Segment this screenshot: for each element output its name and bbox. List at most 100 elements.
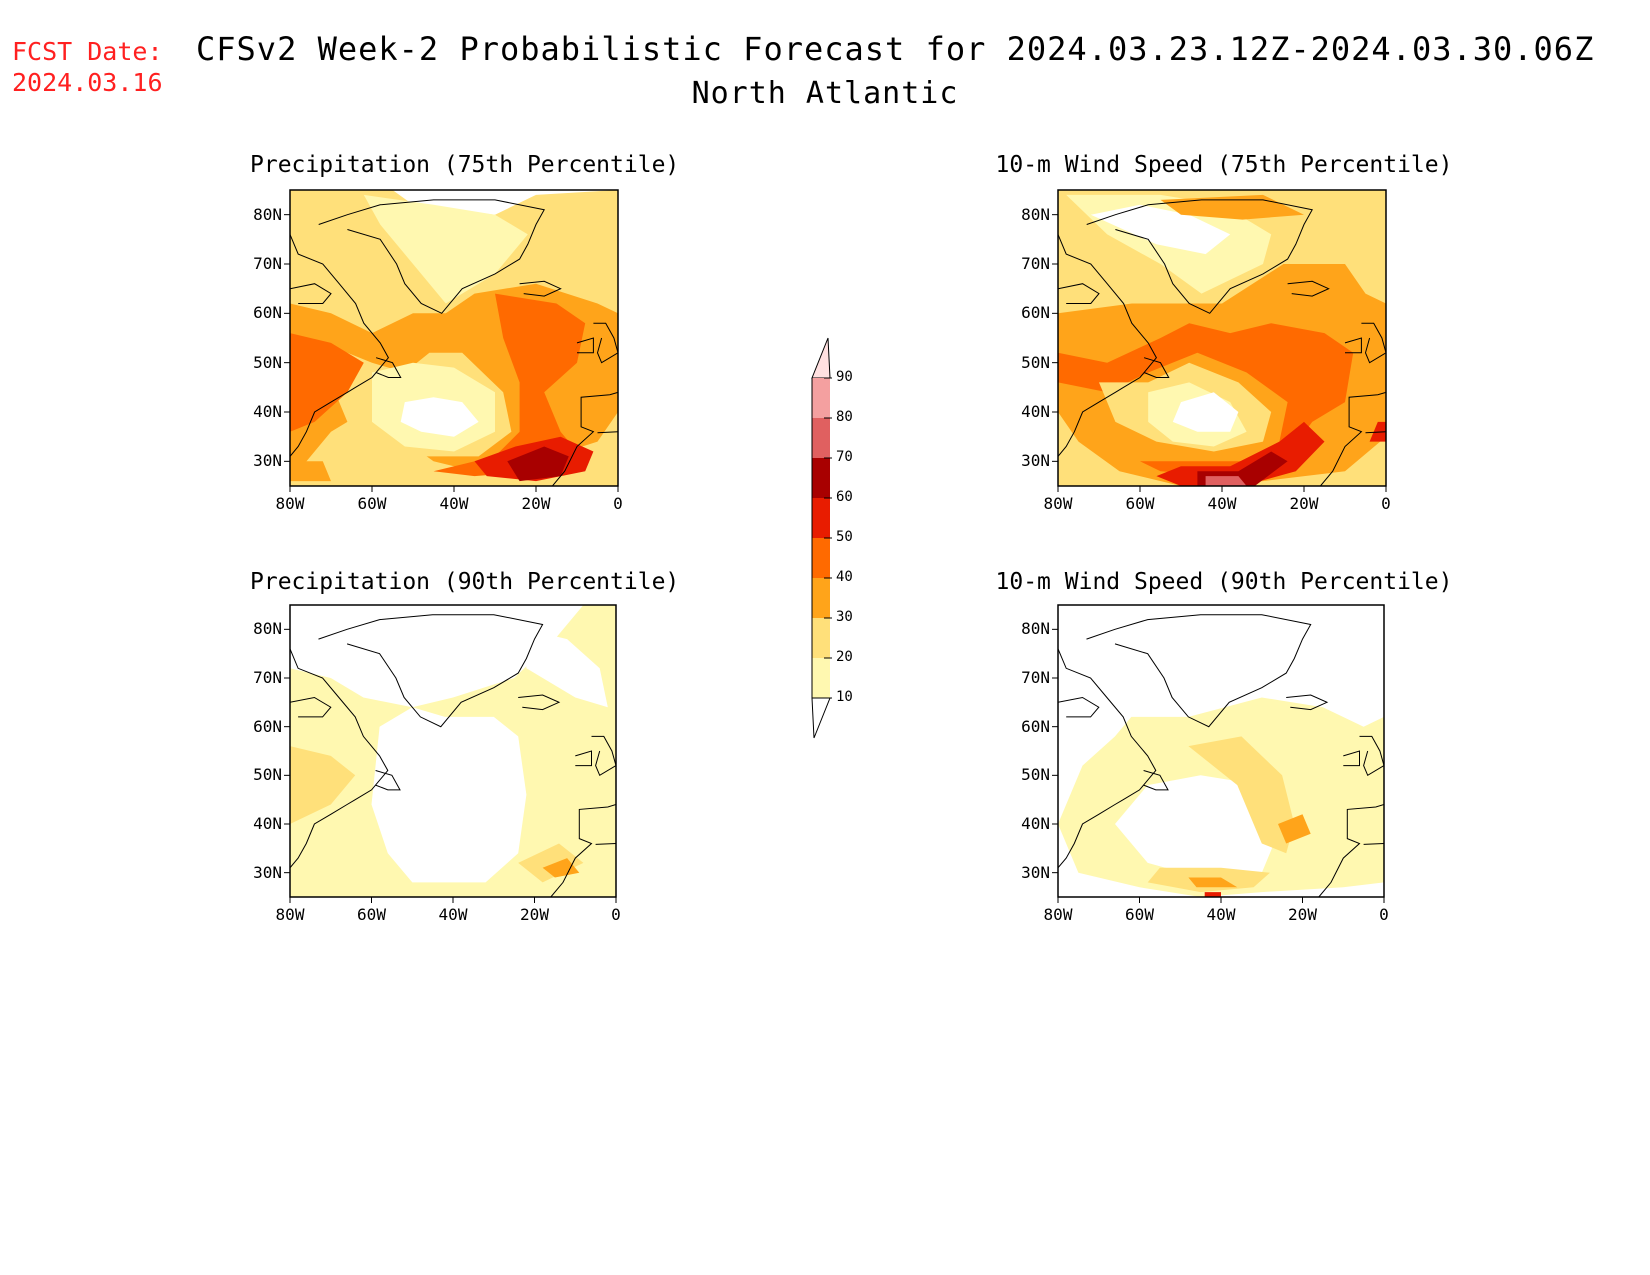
lon-tick-label: 20W [1289, 494, 1319, 513]
prob-contour-p90 [290, 746, 356, 824]
coastline [1365, 431, 1386, 434]
prob-contour-w90 [1188, 877, 1238, 888]
lon-tick-label: 20W [521, 494, 551, 513]
coastline [290, 234, 390, 457]
lat-tick-label: 70N [253, 254, 282, 273]
map-panel-w75 [1052, 189, 1387, 492]
lat-tick-label: 70N [253, 668, 282, 687]
coastline [597, 431, 618, 434]
lon-tick-label: 0 [1381, 494, 1391, 513]
lat-tick-label: 80N [1021, 204, 1050, 224]
colorbar-bin [812, 538, 830, 578]
panel-title-wind-90: 10-m Wind Speed (90th Percentile) [995, 569, 1453, 595]
lon-tick-label: 0 [613, 494, 623, 513]
lon-tick-label: 40W [1207, 494, 1237, 513]
prob-contour-w75 [1058, 323, 1354, 477]
colorbar-label: 10 [836, 689, 853, 705]
colorbar-bin [812, 578, 830, 618]
lat-tick-label: 50N [1021, 352, 1050, 372]
coastline [1359, 735, 1384, 777]
panel-title-wind-75: 10-m Wind Speed (75th Percentile) [995, 152, 1453, 178]
colorbar-label: 90 [836, 369, 853, 385]
lat-tick-label: 30N [1021, 862, 1050, 882]
fcst-date: FCST Date: 2024.03.16 [12, 36, 163, 98]
lon-tick-label: 40W [438, 905, 468, 924]
prob-contour-w90 [1188, 736, 1295, 854]
lat-tick-label: 40N [1021, 402, 1050, 421]
panel-title-precip-75: Precipitation (75th Percentile) [250, 152, 680, 178]
prob-contour-p75 [400, 397, 479, 437]
coastline [375, 357, 402, 378]
colorbar-label: 60 [836, 489, 853, 505]
title-line-1: CFSv2 Week-2 Probabilistic Forecast for … [196, 30, 1595, 68]
title-line-2: North Atlantic [691, 76, 959, 111]
lat-tick-label: 60N [1021, 303, 1050, 323]
lon-tick-label: 60W [1125, 494, 1155, 513]
coastline [375, 770, 401, 791]
coastline [290, 648, 389, 869]
lon-tick-label: 40W [439, 494, 469, 513]
lat-tick-label: 40N [253, 402, 282, 421]
prob-contour-w90 [1115, 775, 1283, 878]
map-panel-p75 [284, 189, 619, 492]
lon-tick-label: 60W [1125, 905, 1154, 924]
coastline [575, 750, 592, 767]
coastline [290, 283, 332, 304]
fcst-date-value: 2024.03.16 [12, 68, 163, 97]
lat-tick-label: 50N [253, 765, 282, 785]
coastline [1318, 804, 1384, 897]
lon-tick-label: 60W [357, 494, 387, 513]
colorbar-label: 50 [836, 529, 853, 545]
coastline [552, 391, 618, 486]
lat-tick-label: 70N [1021, 254, 1050, 273]
prob-contour-w75 [1205, 476, 1247, 486]
coastline [1286, 694, 1329, 711]
prob-contour-p75 [507, 446, 569, 482]
coastline [1143, 770, 1169, 791]
colorbar-bin [812, 658, 830, 698]
coastline [550, 804, 616, 897]
coastline [318, 199, 545, 314]
colorbar-label: 40 [836, 569, 853, 585]
prob-contour-p90 [542, 858, 580, 878]
coastline [1058, 648, 1157, 869]
coastline [591, 735, 616, 777]
lat-tick-label: 70N [1021, 668, 1050, 687]
lat-tick-label: 80N [253, 204, 282, 224]
prob-contour-p75 [363, 194, 528, 304]
colorbar-bin [812, 498, 830, 538]
coastline [1320, 391, 1386, 486]
coastline [1058, 696, 1100, 718]
lon-tick-label: 0 [611, 905, 621, 924]
coastline [593, 322, 618, 364]
coastline [1058, 234, 1158, 457]
coastline [290, 696, 332, 718]
map-panel-w90 [1052, 604, 1385, 903]
lat-tick-label: 50N [253, 352, 282, 372]
prob-contour-w75 [1090, 204, 1231, 255]
prob-contour-p90 [371, 707, 527, 883]
prob-contour-p75 [290, 333, 364, 432]
coastline [1343, 750, 1360, 767]
coastline [1344, 337, 1362, 354]
lon-tick-label: 80W [1043, 494, 1073, 513]
coastline [1363, 843, 1384, 845]
lat-tick-label: 40N [253, 814, 282, 833]
colorbar-top-extension [811, 337, 831, 379]
coastline [1058, 283, 1100, 304]
colorbar-bin [812, 378, 830, 418]
prob-contour-w75 [1156, 421, 1325, 486]
colorbar-label: 30 [836, 609, 853, 625]
lat-tick-label: 30N [253, 862, 282, 882]
prob-contour-w90 [1278, 814, 1311, 844]
lon-tick-label: 80W [1043, 905, 1073, 924]
colorbar-bottom-extension [811, 697, 831, 739]
lon-tick-label: 0 [1379, 905, 1389, 924]
colorbar-label: 80 [836, 409, 853, 425]
lon-tick-label: 40W [1206, 905, 1236, 924]
lat-tick-label: 40N [1021, 814, 1050, 833]
map-panel-p90 [284, 604, 617, 903]
lon-tick-label: 20W [1288, 905, 1317, 924]
panel-title-precip-90: Precipitation (90th Percentile) [250, 569, 680, 595]
